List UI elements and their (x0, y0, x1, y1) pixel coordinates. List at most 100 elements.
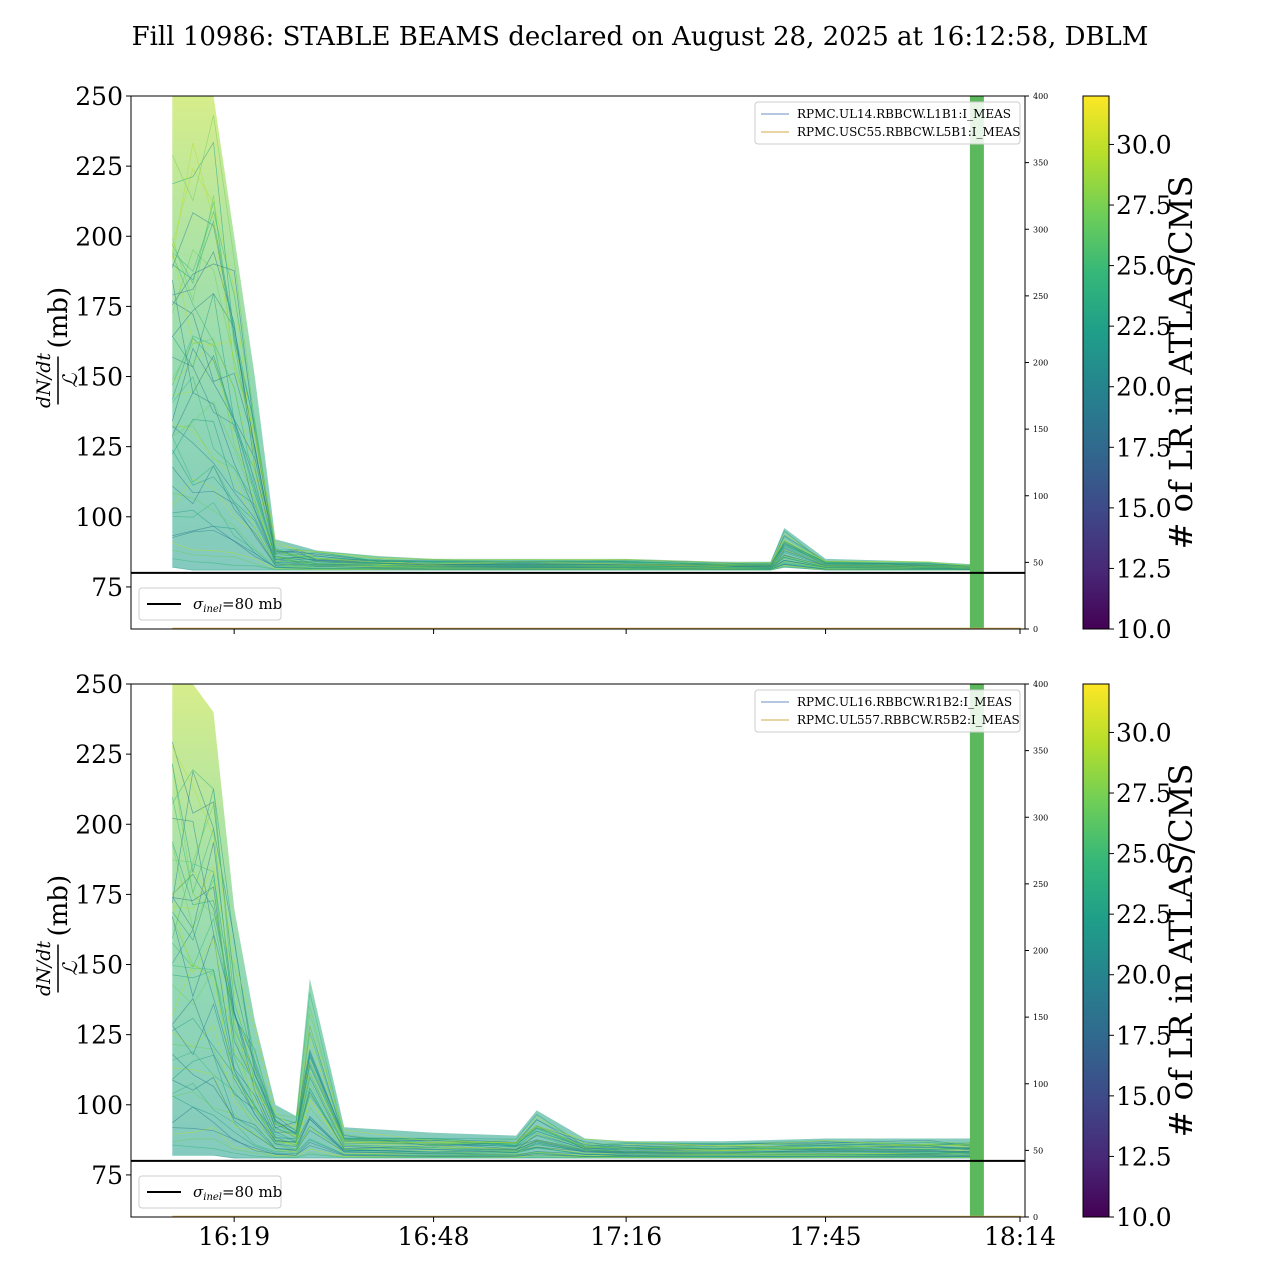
colorbar-tick-label: 12.5 (1116, 554, 1172, 583)
y2-tick-label: 50 (1033, 558, 1043, 567)
colorbar-tick-label: 25.0 (1116, 840, 1172, 869)
trace-bundle (171, 115, 977, 571)
trace-line (172, 356, 977, 569)
trace-line (171, 763, 977, 1148)
trace-line (172, 219, 977, 568)
trace-line (171, 741, 977, 1148)
trace-line (171, 863, 977, 1150)
trace-envelope (172, 684, 977, 1159)
trace-line (172, 1127, 977, 1158)
trace-line (171, 419, 977, 569)
trace-line (171, 771, 977, 1148)
y2-tick-label: 100 (1033, 492, 1048, 501)
y-tick-label: 225 (75, 740, 123, 769)
stable-beams-band (969, 684, 984, 1217)
y-tick-label: 150 (75, 951, 123, 980)
y2-tick-label: 200 (1033, 947, 1048, 956)
trace-line (172, 886, 977, 1151)
trace-line (172, 818, 977, 1150)
sigma-legend: σinel=80 mb (138, 1175, 282, 1209)
sigma-subscript: inel (203, 1192, 222, 1203)
y-label-unit: (mb) (44, 287, 74, 349)
y-tick-label: 200 (75, 222, 123, 251)
y-axis-label: dN/dt ℒ (mb) (33, 875, 82, 996)
x-tick-label: 16:48 (398, 1222, 470, 1251)
trace-line (171, 143, 977, 568)
y2-tick-label: 300 (1033, 225, 1048, 234)
trace-line (172, 141, 977, 567)
trace-line (172, 492, 977, 570)
trace-line (171, 335, 977, 569)
colorbar-label: # of LR in ATLAS/CMS (1162, 176, 1200, 550)
trace-line (172, 865, 977, 1149)
colorbar-tick-label: 25.0 (1116, 252, 1172, 281)
trace-line (171, 167, 977, 567)
figure-title: Fill 10986: STABLE BEAMS declared on Aug… (132, 22, 1149, 52)
y-label-unit: (mb) (44, 875, 74, 937)
colorbar-tick-label: 10.0 (1116, 615, 1172, 644)
sigma-subscript: inel (203, 604, 222, 615)
sigma-symbol: σ (193, 595, 204, 613)
y-tick-label: 100 (75, 503, 123, 532)
trace-line (172, 250, 977, 568)
sigma-legend-label: σinel=80 mb (193, 1183, 282, 1203)
stable-beams-band (969, 96, 984, 629)
trace-line (172, 210, 977, 567)
trace-line (172, 769, 977, 1147)
trace-line (171, 279, 977, 568)
trace-line (172, 804, 977, 1149)
sigma-legend-label: σinel=80 mb (193, 595, 282, 615)
y-tick-label: 100 (75, 1091, 123, 1120)
x-tick-label: 17:45 (790, 1222, 862, 1251)
trace-envelope (172, 96, 977, 571)
y2-tick-label: 250 (1033, 880, 1048, 889)
trace-line (172, 842, 977, 1150)
sigma-value: =80 mb (222, 1183, 282, 1201)
trace-line (171, 844, 977, 1150)
panel-top: 75 100 125 150 175 200 225 250 0 50 100 150 200 250 30… (33, 82, 1200, 644)
y-tick-label: 175 (75, 292, 123, 321)
colorbar-tick-label: 22.5 (1116, 900, 1172, 929)
y-axis-label: dN/dt ℒ (mb) (33, 287, 82, 408)
colorbar-gradient (1082, 95, 1110, 630)
legend-entry: RPMC.UL14.RBBCW.L1B1:I_MEAS (797, 107, 1011, 121)
y-tick-label: 125 (75, 433, 123, 462)
trace-line (172, 357, 977, 569)
trace-line (172, 263, 977, 566)
trace-line (171, 249, 977, 568)
y-label-numerator: dN/dt (33, 353, 55, 408)
trace-line (172, 928, 977, 1153)
colorbar: 10.0 12.5 15.0 17.5 20.0 22.5 25.0 27.5 30.0 # of… (1082, 683, 1200, 1232)
y-label-denominator: ℒ (58, 373, 82, 388)
y2-tick-label: 400 (1033, 92, 1048, 101)
colorbar-tick-label: 22.5 (1116, 312, 1172, 341)
trace-line (172, 401, 977, 569)
colorbar-tick-label: 30.0 (1116, 130, 1172, 159)
trace-line (172, 969, 977, 1154)
y-tick-label: 225 (75, 152, 123, 181)
sigma-symbol: σ (193, 1183, 204, 1201)
trace-line (171, 796, 977, 1150)
y-tick-label: 150 (75, 363, 123, 392)
colorbar-tick-label: 10.0 (1116, 1203, 1172, 1232)
y-label-numerator: dN/dt (33, 941, 55, 996)
series-legend: RPMC.UL14.RBBCW.L1B1:I_MEAS RPMC.USC55.RB… (754, 101, 1021, 145)
colorbar-tick-label: 27.5 (1116, 779, 1172, 808)
trace-line (172, 293, 977, 568)
y2-tick-label: 50 (1033, 1146, 1043, 1155)
trace-line (171, 201, 977, 567)
colorbar-tick-label: 12.5 (1116, 1142, 1172, 1171)
legend-entry: RPMC.UL16.RBBCW.R1B2:I_MEAS (797, 695, 1012, 709)
trace-line (172, 1144, 977, 1159)
y2-tick-label: 200 (1033, 359, 1048, 368)
y-tick-label: 75 (91, 573, 123, 602)
y2-tick-label: 250 (1033, 292, 1048, 301)
y-tick-label: 125 (75, 1021, 123, 1050)
trace-line (171, 115, 977, 566)
colorbar-gradient (1082, 683, 1110, 1218)
y2-tick-label: 100 (1033, 1080, 1048, 1089)
trace-line (172, 376, 977, 569)
series-legend: RPMC.UL16.RBBCW.R1B2:I_MEAS RPMC.UL557.RB… (754, 689, 1021, 733)
trace-line (171, 212, 977, 568)
y2-tick-label: 0 (1033, 625, 1038, 634)
